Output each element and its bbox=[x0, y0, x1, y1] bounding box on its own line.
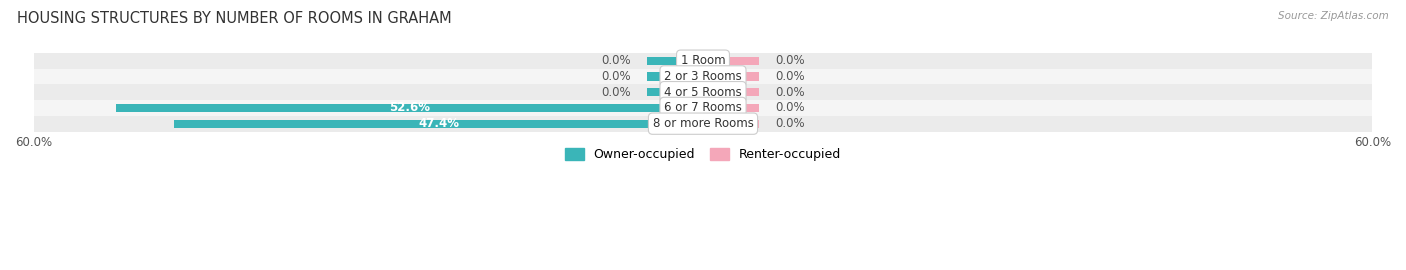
Text: 1 Room: 1 Room bbox=[681, 54, 725, 67]
Bar bbox=[34, 100, 1372, 116]
Text: 0.0%: 0.0% bbox=[776, 102, 806, 114]
Text: HOUSING STRUCTURES BY NUMBER OF ROOMS IN GRAHAM: HOUSING STRUCTURES BY NUMBER OF ROOMS IN… bbox=[17, 11, 451, 26]
Bar bbox=[117, 104, 703, 112]
Bar bbox=[703, 72, 759, 80]
Bar bbox=[703, 88, 759, 96]
Bar bbox=[703, 57, 759, 65]
Bar bbox=[647, 57, 703, 65]
Text: 0.0%: 0.0% bbox=[776, 86, 806, 99]
Bar bbox=[34, 53, 1372, 69]
Bar bbox=[703, 120, 759, 128]
Text: 8 or more Rooms: 8 or more Rooms bbox=[652, 117, 754, 130]
Text: 0.0%: 0.0% bbox=[776, 54, 806, 67]
Text: 2 or 3 Rooms: 2 or 3 Rooms bbox=[664, 70, 742, 83]
Bar bbox=[34, 116, 1372, 131]
Text: 0.0%: 0.0% bbox=[600, 70, 630, 83]
Bar bbox=[703, 104, 759, 112]
Bar bbox=[34, 69, 1372, 84]
Text: 0.0%: 0.0% bbox=[776, 70, 806, 83]
Bar bbox=[647, 88, 703, 96]
Text: 0.0%: 0.0% bbox=[776, 117, 806, 130]
Text: 0.0%: 0.0% bbox=[600, 86, 630, 99]
Text: 4 or 5 Rooms: 4 or 5 Rooms bbox=[664, 86, 742, 99]
Text: 52.6%: 52.6% bbox=[389, 102, 430, 114]
Bar bbox=[34, 84, 1372, 100]
Text: 0.0%: 0.0% bbox=[600, 54, 630, 67]
Text: Source: ZipAtlas.com: Source: ZipAtlas.com bbox=[1278, 11, 1389, 21]
Legend: Owner-occupied, Renter-occupied: Owner-occupied, Renter-occupied bbox=[560, 143, 846, 166]
Bar bbox=[647, 72, 703, 80]
Bar bbox=[174, 120, 703, 128]
Text: 6 or 7 Rooms: 6 or 7 Rooms bbox=[664, 102, 742, 114]
Text: 47.4%: 47.4% bbox=[418, 117, 460, 130]
